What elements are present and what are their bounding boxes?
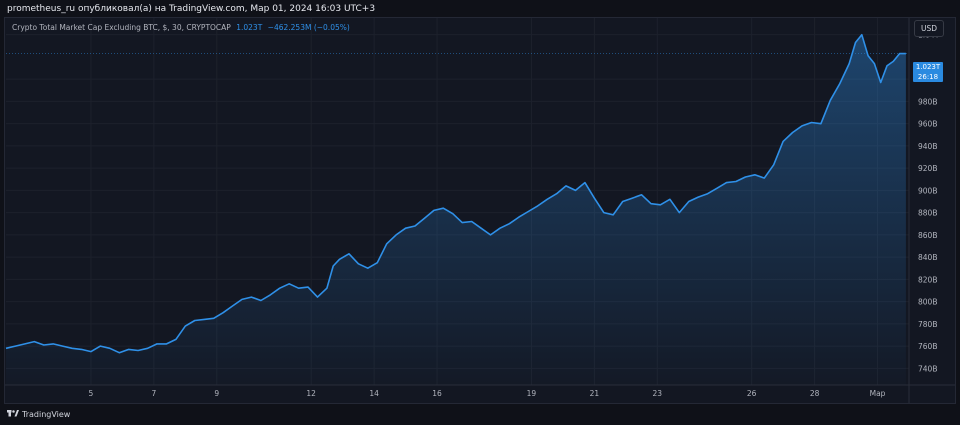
y-tick-label: 920B	[918, 164, 937, 173]
series-area	[6, 34, 906, 385]
last-price-tag: 1.023T 26:18	[913, 62, 943, 82]
chart-legend: Crypto Total Market Cap Excluding BTC, $…	[12, 22, 350, 33]
x-tick-label: 14	[369, 389, 379, 398]
y-tick-label: 940B	[918, 142, 937, 151]
chart-panel[interactable]: 740B 760B 780B 800B 820B 840B 860B 880B 900B 920B…	[4, 17, 956, 404]
y-tick-label: 980B	[918, 97, 937, 106]
x-tick-label: 26	[747, 389, 757, 398]
legend-change: −462.253M (−0.05%)	[267, 23, 350, 32]
y-tick-label: 840B	[918, 253, 937, 262]
x-tick-label: 23	[653, 389, 663, 398]
x-tick-label: 12	[306, 389, 316, 398]
series-line	[5, 33, 906, 354]
x-tick-label: 16	[432, 389, 442, 398]
y-tick-label: 740B	[918, 364, 937, 373]
y-tick-label: 760B	[918, 342, 937, 351]
footer-bar: TradingView	[0, 404, 960, 425]
tradingview-logo-icon	[7, 410, 19, 417]
x-tick-label: 7	[151, 389, 156, 398]
y-tick-label: 900B	[918, 186, 937, 195]
x-tick-label: Мар	[870, 389, 886, 398]
x-tick-label: 28	[810, 389, 820, 398]
x-tick-label: 9	[214, 389, 219, 398]
footer-brand[interactable]: TradingView	[22, 410, 71, 419]
y-tick-label: 860B	[918, 231, 937, 240]
bar-countdown: 26:18	[917, 72, 939, 81]
y-tick-label: 880B	[918, 209, 937, 218]
currency-button[interactable]: USD	[914, 20, 944, 37]
y-tick-label: 780B	[918, 320, 937, 329]
x-tick-label: 21	[590, 389, 600, 398]
y-tick-label: 820B	[918, 275, 937, 284]
legend-title: Crypto Total Market Cap Excluding BTC, $…	[12, 23, 231, 32]
legend-last-value: 1.023T	[236, 23, 263, 32]
x-tick-label: 5	[89, 389, 94, 398]
x-tick-label: 19	[527, 389, 537, 398]
last-price-value: 1.023T	[915, 63, 941, 71]
price-chart[interactable]: 740B 760B 780B 800B 820B 840B 860B 880B 900B 920B…	[5, 18, 955, 403]
y-tick-label: 960B	[918, 120, 937, 129]
publish-header: prometheus_ru опубликовал(а) на TradingV…	[0, 0, 960, 18]
y-tick-label: 800B	[918, 298, 937, 307]
